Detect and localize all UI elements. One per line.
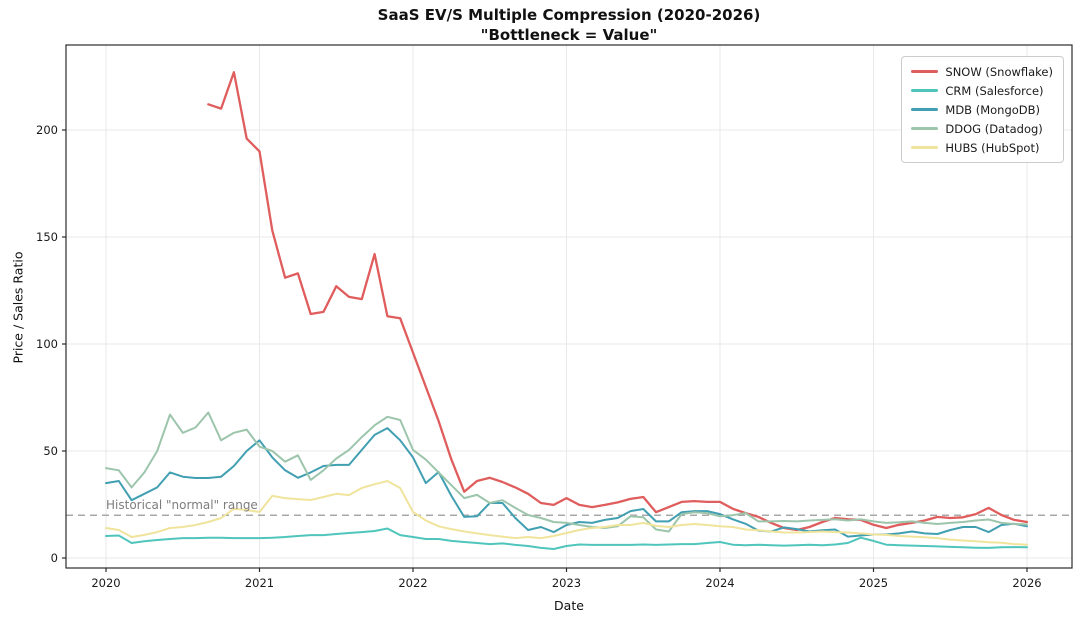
legend-item-mdb: MDB (MongoDB) bbox=[911, 102, 1053, 117]
x-tick-label: 2020 bbox=[91, 576, 120, 590]
legend-label-hubs: HUBS (HubSpot) bbox=[945, 140, 1040, 155]
legend: SNOW (Snowflake) CRM (Salesforce) MDB (Mon… bbox=[901, 56, 1064, 163]
grid-lines bbox=[66, 45, 1072, 568]
legend-item-crm: CRM (Salesforce) bbox=[911, 83, 1053, 98]
x-tick-label: 2025 bbox=[859, 576, 888, 590]
x-tick-label: 2024 bbox=[705, 576, 734, 590]
series-line-ddog bbox=[105, 411, 1028, 533]
x-tick-label: 2021 bbox=[245, 576, 274, 590]
legend-swatch-hubs bbox=[911, 146, 939, 149]
legend-item-snow: SNOW (Snowflake) bbox=[911, 64, 1053, 79]
x-tick-label: 2023 bbox=[552, 576, 581, 590]
legend-label-crm: CRM (Salesforce) bbox=[945, 83, 1044, 98]
normal-range-annotation: Historical "normal" range bbox=[106, 498, 258, 512]
chart-subtitle: "Bottleneck = Value" bbox=[480, 26, 658, 44]
x-tick-label: 2022 bbox=[398, 576, 427, 590]
series-line-hubs bbox=[105, 480, 1028, 546]
legend-item-hubs: HUBS (HubSpot) bbox=[911, 140, 1053, 155]
y-tick-label: 0 bbox=[51, 551, 58, 565]
series-line-crm bbox=[105, 527, 1028, 550]
series-lines bbox=[105, 71, 1029, 550]
legend-label-ddog: DDOG (Datadog) bbox=[945, 121, 1043, 136]
y-tick-label: 150 bbox=[36, 230, 58, 244]
axis-ticks: 2020 2021 2022 2023 2024 2025 2026 0 50 100 150 200 bbox=[36, 123, 1042, 590]
y-axis-label: Price / Sales Ratio bbox=[10, 251, 26, 364]
legend-label-snow: SNOW (Snowflake) bbox=[945, 64, 1053, 79]
chart-title-block: SaaS EV/S Multiple Compression (2020-202… bbox=[66, 5, 1072, 45]
y-tick-label: 200 bbox=[36, 123, 58, 137]
y-tick-label: 50 bbox=[43, 444, 58, 458]
legend-swatch-crm bbox=[911, 89, 939, 92]
y-tick-label: 100 bbox=[36, 337, 58, 351]
x-tick-label: 2026 bbox=[1012, 576, 1041, 590]
series-line-snow bbox=[207, 71, 1029, 532]
plot-border bbox=[65, 44, 1073, 569]
x-axis-label: Date bbox=[554, 598, 584, 613]
chart-title: SaaS EV/S Multiple Compression (2020-202… bbox=[377, 6, 761, 24]
legend-swatch-mdb bbox=[911, 108, 939, 111]
legend-swatch-ddog bbox=[911, 127, 939, 130]
legend-swatch-snow bbox=[911, 70, 939, 73]
legend-label-mdb: MDB (MongoDB) bbox=[945, 102, 1041, 117]
legend-item-ddog: DDOG (Datadog) bbox=[911, 121, 1053, 136]
